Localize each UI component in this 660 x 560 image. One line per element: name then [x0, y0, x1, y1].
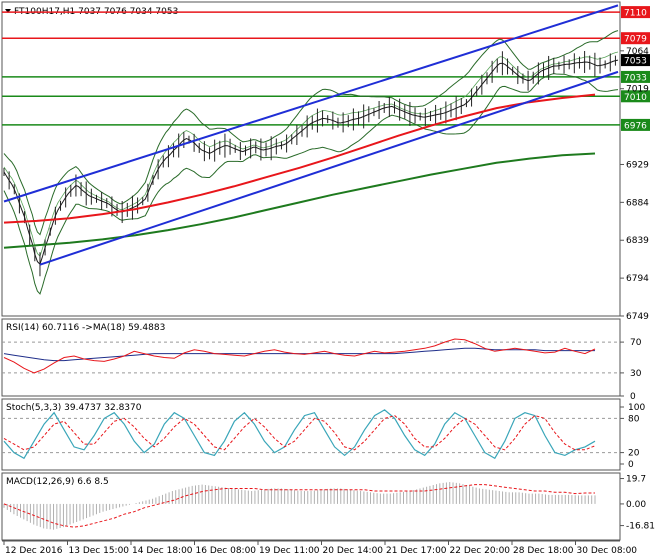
green-ma-line — [3, 152, 596, 249]
menu-triangle-icon — [5, 9, 11, 13]
stoch-tick-label-20: 20 — [628, 449, 640, 459]
time-label-4: 19 Dec 11:00 — [259, 546, 320, 556]
macd-tick-label-19.7: 19.7 — [626, 475, 646, 485]
upper-band-line — [3, 30, 619, 236]
macd-tick-label-0: 0.00 — [626, 500, 646, 510]
rsi-line — [3, 338, 596, 374]
rsi-tick-label-0: 0 — [630, 392, 636, 402]
upper-channel-line — [3, 4, 619, 203]
level-tag-text-7079: 7079 — [624, 35, 647, 45]
level-tag-text-7010: 7010 — [624, 93, 647, 103]
level-tag-7110 — [621, 6, 650, 19]
stoch-tick-label-80: 80 — [628, 414, 640, 424]
rsi-tick-label-30: 30 — [630, 369, 642, 379]
rsi-tick-label-70: 70 — [630, 338, 642, 348]
price-tick-label-6839: 6839 — [626, 236, 649, 246]
price-tick-label-6929: 6929 — [626, 160, 649, 170]
red-ma-line — [3, 93, 596, 224]
time-label-2: 14 Dec 18:00 — [132, 546, 193, 556]
time-label-0: 12 Dec 2016 — [5, 546, 63, 556]
price-tick-label-6749: 6749 — [626, 312, 649, 322]
stoch-header: Stoch(5,3,3) 39.4737 32.8370 — [6, 403, 142, 413]
macd-tick-label--16.81: -16.81 — [626, 522, 655, 532]
stoch-d-line — [3, 415, 596, 451]
price-tick-label-7019: 7019 — [626, 85, 649, 95]
time-label-8: 28 Dec 18:00 — [513, 546, 574, 556]
level-tag-7033 — [621, 70, 650, 83]
level-tag-7079 — [621, 32, 650, 45]
time-label-3: 16 Dec 08:00 — [196, 546, 257, 556]
price-tick-label-6884: 6884 — [626, 198, 649, 208]
time-label-7: 22 Dec 20:00 — [450, 546, 511, 556]
price-tick-label-7064: 7064 — [626, 47, 649, 57]
panel-frame-macd — [1, 472, 621, 541]
panel-frame-main — [1, 1, 621, 317]
stoch-tick-label-0: 0 — [628, 460, 634, 470]
fast-ma-line — [3, 51, 619, 257]
lower-channel-line — [39, 70, 619, 266]
time-label-9: 30 Dec 08:00 — [577, 546, 638, 556]
stoch-tick-label-100: 100 — [628, 403, 645, 413]
level-tag-7010 — [621, 90, 650, 103]
lower-band-line — [3, 73, 619, 295]
macd-header: MACD(12,26,9) 6.6 8.5 — [6, 477, 109, 487]
level-tag-text-7110: 7110 — [624, 9, 647, 19]
price-line — [3, 59, 619, 266]
level-tag-6976 — [621, 118, 650, 131]
level-tag-text-7033: 7033 — [624, 73, 647, 83]
time-label-6: 21 Dec 17:00 — [386, 546, 447, 556]
level-tag-text-6976: 6976 — [624, 121, 647, 131]
current-price-text: 7053 — [624, 57, 647, 67]
rsi-header: RSI(14) 60.7116 ->MA(18) 59.4883 — [6, 323, 165, 333]
price-tick-label-6794: 6794 — [626, 274, 649, 284]
macd-signal-line — [3, 484, 595, 528]
time-label-5: 20 Dec 14:00 — [323, 546, 384, 556]
current-price-tag — [621, 54, 650, 67]
time-label-1: 13 Dec 15:00 — [69, 546, 130, 556]
panel-frame-stoch — [1, 398, 621, 471]
stoch-k-line — [3, 409, 596, 460]
panel-frame-rsi — [1, 318, 621, 397]
